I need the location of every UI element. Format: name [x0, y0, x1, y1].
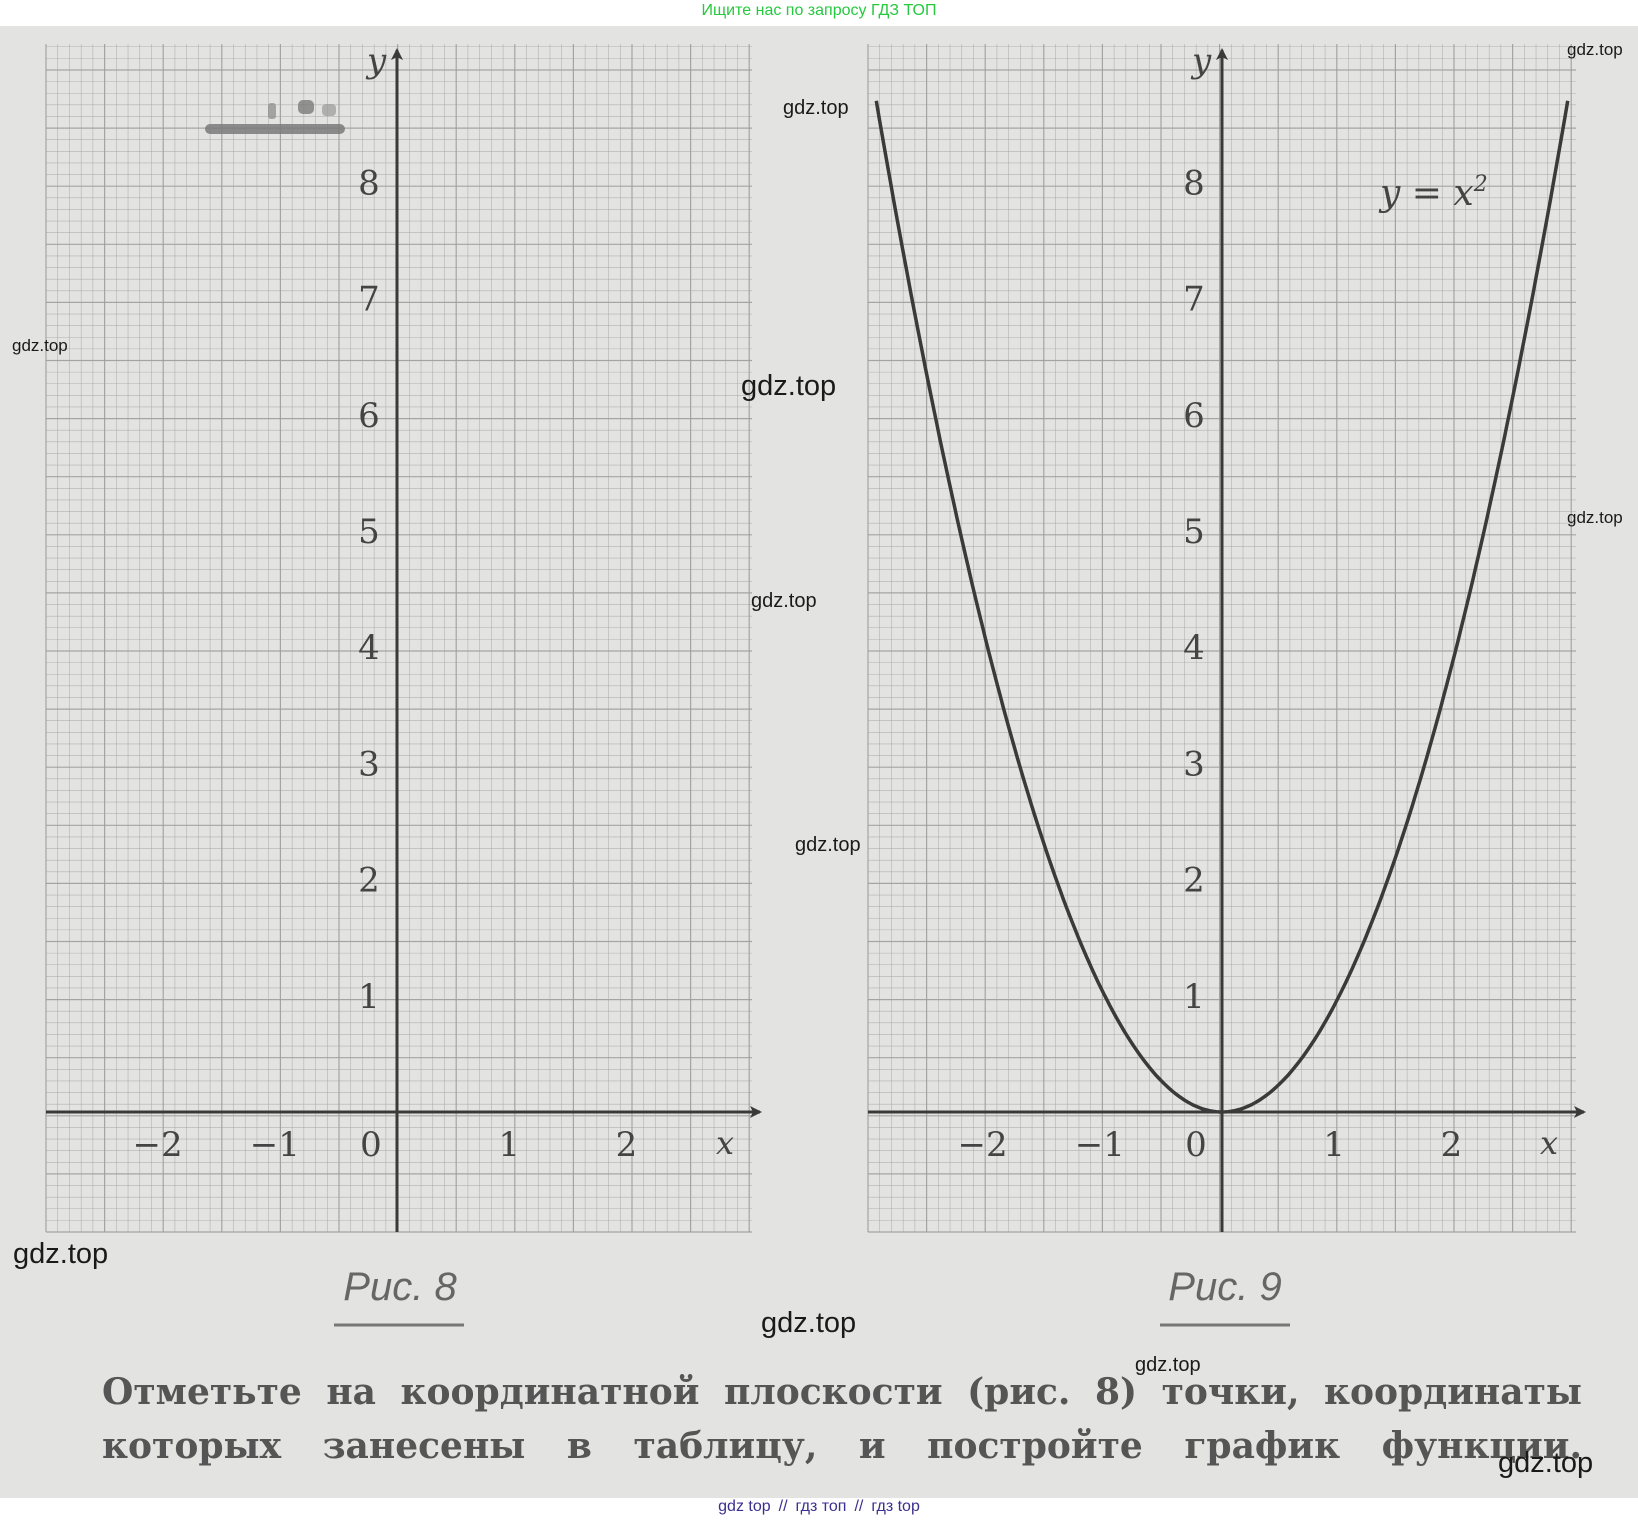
x-tick-label: −1: [1075, 1125, 1125, 1165]
watermark: gdz.top: [1567, 508, 1623, 527]
watermark: gdz.top: [783, 97, 849, 119]
y-tick-label: 8: [358, 163, 380, 203]
y-tick-label: 3: [358, 744, 380, 784]
header-note[interactable]: Ищите нас по запросу ГДЗ ТОП: [701, 2, 937, 19]
watermark: gdz.top: [795, 834, 861, 856]
y-tick-label: 8: [1183, 163, 1205, 203]
x-tick-label: 2: [616, 1125, 638, 1165]
fig9-y-ticks: 1 2 3 4 5 6 7 8: [1183, 163, 1205, 1016]
fig9-x-ticks: −2 −1 0 1 2: [958, 1125, 1463, 1165]
y-tick-label: 4: [358, 628, 380, 668]
footer-separator: //: [778, 1498, 788, 1515]
y-tick-label: 7: [358, 280, 380, 320]
y-tick-label: 1: [358, 977, 380, 1017]
y-tick-label: 1: [1183, 977, 1205, 1017]
x-tick-label: −1: [250, 1125, 300, 1165]
x-tick-label: −2: [133, 1125, 183, 1165]
footer-links: gdz top // гдз топ // гдз top: [0, 1498, 1638, 1516]
scanned-page: [0, 26, 1638, 1498]
x-tick-label: 0: [1185, 1125, 1207, 1165]
footer-link[interactable]: гдз top: [871, 1498, 920, 1515]
y-tick-label: 5: [358, 512, 380, 552]
watermark: gdz.top: [1498, 1447, 1594, 1479]
y-tick-label: 4: [1183, 628, 1205, 668]
watermark: gdz.top: [751, 590, 817, 612]
x-tick-label: 0: [360, 1125, 382, 1165]
fig9-y-axis-label: y: [1190, 41, 1212, 81]
watermark: gdz.top: [741, 370, 837, 402]
watermark: gdz.top: [761, 1307, 857, 1339]
watermark: gdz.top: [12, 336, 68, 355]
y-tick-label: 6: [358, 396, 380, 436]
watermark: gdz.top: [13, 1238, 109, 1270]
fig8-y-axis-label: y: [365, 41, 387, 81]
fig8-grid: [45, 44, 752, 1233]
figure-8: y x −2 −1 0 1 2 1 2 3 4 5 6 7 8 Рис. 8: [45, 41, 762, 1327]
x-tick-label: 1: [1323, 1125, 1345, 1165]
y-tick-label: 2: [358, 861, 380, 901]
fig9-caption: Рис. 9: [1168, 1265, 1281, 1309]
footer-link[interactable]: гдз топ: [795, 1498, 847, 1515]
function-label-base: y = x: [1378, 173, 1474, 214]
x-tick-label: 1: [498, 1125, 520, 1165]
fig8-axes: [46, 48, 762, 1232]
parabola-curve: [874, 100, 1570, 1114]
x-tick-label: −2: [958, 1125, 1008, 1165]
fig9-axes: [868, 48, 1586, 1232]
y-tick-label: 7: [1183, 280, 1205, 320]
y-tick-label: 5: [1183, 512, 1205, 552]
y-tick-label: 2: [1183, 861, 1205, 901]
fig8-x-ticks: −2 −1 0 1 2: [133, 1125, 638, 1165]
function-label: y = x2: [1378, 172, 1488, 214]
y-tick-label: 3: [1183, 744, 1205, 784]
fig9-x-axis-label: x: [1540, 1124, 1558, 1162]
footer-link[interactable]: gdz top: [718, 1498, 771, 1515]
function-label-exponent: 2: [1473, 172, 1488, 197]
task-text: Отметьте на координатной плоскости (рис.…: [102, 1371, 1582, 1467]
fig8-x-axis-label: x: [716, 1124, 734, 1162]
footer-separator: //: [854, 1498, 864, 1515]
watermark: gdz.top: [1135, 1354, 1201, 1376]
fig8-y-ticks: 1 2 3 4 5 6 7 8: [358, 163, 380, 1016]
x-tick-label: 2: [1441, 1125, 1463, 1165]
fig8-caption: Рис. 8: [343, 1265, 457, 1309]
ink-smudge: [205, 100, 345, 134]
watermark: gdz.top: [1567, 40, 1623, 59]
y-tick-label: 6: [1183, 396, 1205, 436]
